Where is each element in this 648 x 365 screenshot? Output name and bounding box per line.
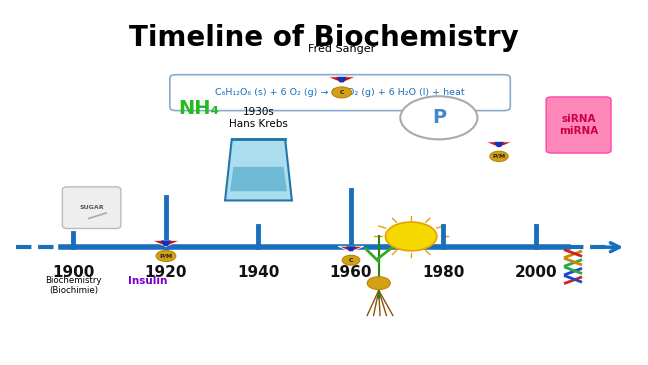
Circle shape (342, 255, 360, 265)
Polygon shape (347, 246, 356, 251)
Circle shape (400, 96, 478, 139)
Polygon shape (225, 139, 292, 200)
Polygon shape (494, 142, 503, 147)
Text: NH₄: NH₄ (178, 99, 219, 118)
Circle shape (386, 222, 437, 251)
Text: 1900: 1900 (52, 265, 95, 280)
Text: SUGAR: SUGAR (80, 205, 104, 210)
Text: 1920: 1920 (145, 265, 187, 280)
Text: P: P (432, 108, 446, 127)
FancyBboxPatch shape (170, 75, 511, 111)
Text: P/M: P/M (159, 253, 172, 258)
Polygon shape (485, 142, 513, 147)
Polygon shape (152, 241, 180, 246)
Text: 1960: 1960 (330, 265, 372, 280)
Text: Insulin: Insulin (128, 276, 167, 286)
Circle shape (156, 250, 176, 261)
Circle shape (367, 277, 390, 289)
Text: C: C (349, 258, 353, 263)
Text: Timeline of Biochemistry: Timeline of Biochemistry (129, 24, 519, 52)
Text: siRNA
miRNA: siRNA miRNA (559, 114, 599, 136)
Text: 1940: 1940 (237, 265, 280, 280)
Text: P/M: P/M (492, 154, 505, 159)
Text: C₆H₁₂O₆ (s) + 6 O₂ (g) → 6 CO₂ (g) + 6 H₂O (l) + heat: C₆H₁₂O₆ (s) + 6 O₂ (g) → 6 CO₂ (g) + 6 H… (215, 88, 465, 97)
Polygon shape (338, 246, 364, 252)
Text: 1980: 1980 (422, 265, 465, 280)
FancyBboxPatch shape (546, 97, 611, 153)
Text: 1930s
Hans Krebs: 1930s Hans Krebs (229, 107, 288, 128)
Polygon shape (161, 241, 171, 246)
Polygon shape (230, 167, 287, 191)
Polygon shape (327, 77, 356, 83)
Text: Biochemistry
(Biochimie): Biochemistry (Biochimie) (45, 276, 102, 295)
Text: Fred Sanger: Fred Sanger (308, 44, 375, 54)
Polygon shape (337, 77, 347, 82)
FancyBboxPatch shape (62, 187, 121, 228)
Circle shape (332, 87, 352, 98)
Text: C: C (340, 90, 344, 95)
Text: 2000: 2000 (515, 265, 557, 280)
Circle shape (490, 151, 508, 161)
